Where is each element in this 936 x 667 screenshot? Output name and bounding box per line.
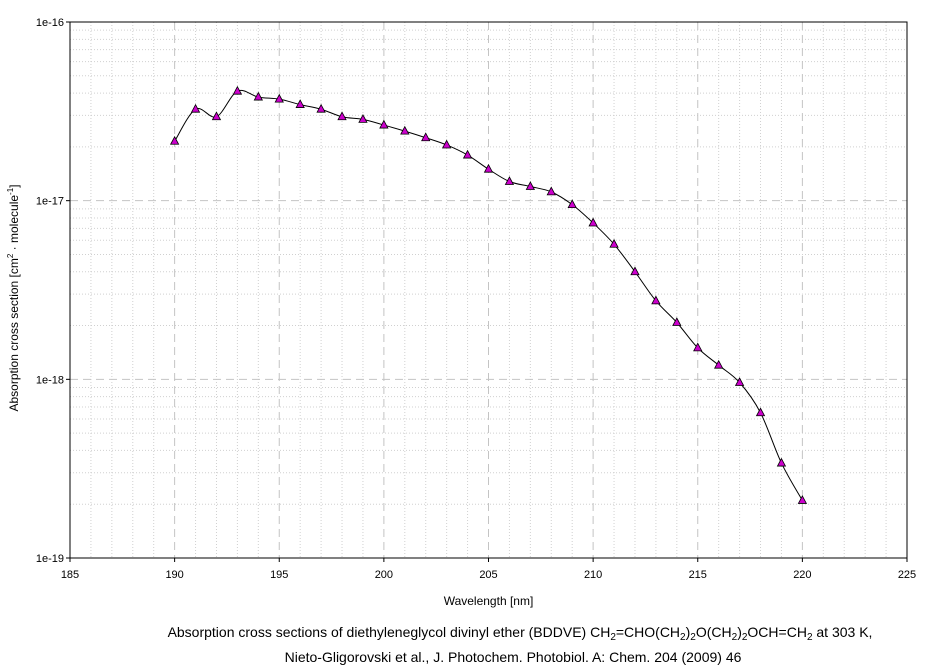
data-point xyxy=(714,359,724,369)
caption-text: =CHO(CH xyxy=(615,624,681,640)
chart: 185 190 195 200 205 210 215 220 225 1e-19 1e-18 1e-… xyxy=(6,17,916,608)
data-point xyxy=(441,139,452,149)
data-point xyxy=(651,295,661,305)
y-axis-label: Absorption cross section [cm2 · molecule… xyxy=(6,184,21,411)
y-tick-label: 1e-16 xyxy=(36,17,64,29)
data-point xyxy=(232,85,243,95)
x-tick-label: 215 xyxy=(689,569,707,581)
data-point xyxy=(462,149,473,159)
x-tick-label: 210 xyxy=(584,569,602,581)
x-tick-label: 205 xyxy=(479,569,497,581)
data-point xyxy=(693,342,703,352)
data-point xyxy=(734,377,745,386)
y-axis-label-part: · molecule xyxy=(7,195,21,254)
caption-text: ) xyxy=(685,624,691,640)
grid xyxy=(70,22,907,558)
x-tick-label: 190 xyxy=(165,569,183,581)
x-tick-label: 220 xyxy=(793,569,811,581)
data-point xyxy=(755,407,766,417)
data-point xyxy=(190,103,201,113)
y-tick-label: 1e-18 xyxy=(36,374,64,386)
data-point xyxy=(630,266,640,276)
data-point xyxy=(588,217,598,227)
x-tick-label: 185 xyxy=(61,569,79,581)
data-series xyxy=(169,85,808,504)
caption-text: O(CH xyxy=(695,624,732,640)
data-point xyxy=(316,103,326,113)
caption-line-2: Nieto-Gligorovski et al., J. Photochem. … xyxy=(284,649,742,665)
tick-labels: 185 190 195 200 205 210 215 220 225 1e-19 1e-18 1e-… xyxy=(36,17,916,581)
data-point xyxy=(337,111,347,121)
x-tick-label: 200 xyxy=(375,569,393,581)
data-point xyxy=(483,163,494,173)
data-point xyxy=(672,317,682,326)
x-tick-label: 195 xyxy=(270,569,288,581)
data-point xyxy=(776,457,787,467)
caption-text: Absorption cross sections of diethyleneg… xyxy=(167,624,611,640)
data-point xyxy=(421,132,431,142)
data-point xyxy=(169,135,180,145)
caption-subscript: 2 xyxy=(690,632,696,643)
caption-subscript: 2 xyxy=(680,632,686,643)
y-tick-label: 1e-19 xyxy=(36,553,64,565)
y-tick-label: 1e-17 xyxy=(36,196,64,208)
caption-subscript: 2 xyxy=(741,632,748,643)
data-point xyxy=(400,125,410,135)
caption-text: OCH=CH xyxy=(747,624,807,640)
data-point xyxy=(567,199,577,209)
caption-subscript: 2 xyxy=(731,632,738,643)
data-point xyxy=(379,119,389,129)
data-point xyxy=(358,114,368,123)
data-point xyxy=(525,181,536,190)
data-point xyxy=(211,111,222,121)
y-axis-label-sup: 2 xyxy=(6,253,15,258)
data-point xyxy=(797,495,808,504)
data-point xyxy=(274,93,284,103)
caption-text: at 303 K, xyxy=(812,624,873,640)
caption-subscript: 2 xyxy=(610,632,616,643)
x-axis-label: Wavelength [nm] xyxy=(444,594,534,608)
data-point xyxy=(546,186,556,196)
data-point xyxy=(504,176,515,185)
data-point xyxy=(295,99,305,108)
y-axis-label-sup: -1 xyxy=(6,187,15,195)
x-tick-label: 225 xyxy=(898,569,916,581)
caption-text: ) xyxy=(737,624,742,640)
caption-subscript: 2 xyxy=(806,632,813,643)
y-axis-label-part: Absorption cross section [cm xyxy=(7,258,21,411)
data-point xyxy=(253,91,263,101)
data-point xyxy=(609,238,619,248)
y-axis-label-part: ] xyxy=(7,184,21,187)
caption-line-1: Absorption cross sections of diethyleneg… xyxy=(0,623,936,643)
